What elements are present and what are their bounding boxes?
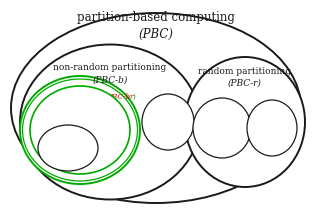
Text: random partitioning: random partitioning xyxy=(198,67,291,76)
Text: ): ) xyxy=(133,93,136,101)
Text: (PBC): (PBC) xyxy=(139,27,173,41)
Text: quick-sort: quick-sort xyxy=(50,153,86,161)
Text: (PBC-rb): (PBC-rb) xyxy=(256,127,288,135)
Text: size: size xyxy=(215,117,229,125)
Ellipse shape xyxy=(247,100,297,156)
Text: non-random partitioning: non-random partitioning xyxy=(53,64,167,73)
Text: (PBC-r): (PBC-r) xyxy=(228,78,262,87)
Ellipse shape xyxy=(30,86,130,174)
Text: (PBC-r²): (PBC-r²) xyxy=(207,127,237,135)
Text: random size (: random size ( xyxy=(52,93,101,101)
Ellipse shape xyxy=(142,94,194,150)
Text: (PBC-2b): (PBC-2b) xyxy=(51,143,85,151)
Text: pre-size: pre-size xyxy=(153,106,183,114)
Text: merge-sort: merge-sort xyxy=(148,129,188,137)
Text: pre-size: pre-size xyxy=(257,114,287,122)
Ellipse shape xyxy=(193,98,251,158)
Text: 2-part: 2-part xyxy=(56,134,80,142)
Text: bucket-sort/ours: bucket-sort/ours xyxy=(50,126,110,134)
Ellipse shape xyxy=(22,79,138,181)
Ellipse shape xyxy=(185,57,305,187)
Text: (PBC-b): (PBC-b) xyxy=(92,76,128,84)
Ellipse shape xyxy=(20,76,140,184)
Text: random: random xyxy=(207,107,237,115)
Text: partition-based computing: partition-based computing xyxy=(77,11,235,24)
Text: b-part: b-part xyxy=(68,114,92,122)
Text: (PBC-b²): (PBC-b²) xyxy=(152,117,184,125)
Ellipse shape xyxy=(11,13,301,203)
Text: by Wilf: by Wilf xyxy=(209,138,235,146)
Ellipse shape xyxy=(38,125,98,171)
Text: PBC-br: PBC-br xyxy=(107,93,134,101)
Ellipse shape xyxy=(20,44,200,200)
